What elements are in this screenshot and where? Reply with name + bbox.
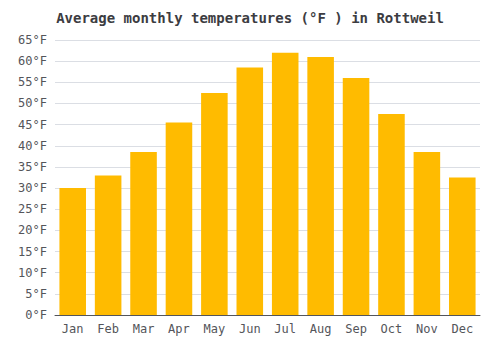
svg-text:Dec: Dec: [451, 322, 473, 336]
svg-text:Jul: Jul: [274, 322, 296, 336]
svg-text:25°F: 25°F: [18, 202, 47, 216]
svg-text:40°F: 40°F: [18, 139, 47, 153]
svg-text:Average monthly temperatures (: Average monthly temperatures (°F ) in Ro…: [56, 10, 444, 26]
svg-text:Jan: Jan: [62, 322, 84, 336]
svg-text:50°F: 50°F: [18, 96, 47, 110]
svg-text:35°F: 35°F: [18, 160, 47, 174]
svg-text:60°F: 60°F: [18, 54, 47, 68]
svg-text:Mar: Mar: [133, 322, 155, 336]
svg-text:15°F: 15°F: [18, 245, 47, 259]
svg-text:10°F: 10°F: [18, 266, 47, 280]
svg-text:Feb: Feb: [97, 322, 119, 336]
svg-text:Jun: Jun: [239, 322, 261, 336]
svg-text:May: May: [204, 322, 226, 336]
svg-text:Sep: Sep: [345, 322, 367, 336]
svg-text:Apr: Apr: [168, 322, 190, 336]
svg-text:65°F: 65°F: [18, 33, 47, 47]
svg-text:30°F: 30°F: [18, 181, 47, 195]
svg-text:Oct: Oct: [381, 322, 403, 336]
svg-text:5°F: 5°F: [25, 287, 47, 301]
svg-text:Aug: Aug: [310, 322, 332, 336]
svg-text:45°F: 45°F: [18, 118, 47, 132]
svg-text:0°F: 0°F: [25, 308, 47, 322]
svg-text:55°F: 55°F: [18, 75, 47, 89]
svg-text:Nov: Nov: [416, 322, 438, 336]
svg-text:20°F: 20°F: [18, 223, 47, 237]
